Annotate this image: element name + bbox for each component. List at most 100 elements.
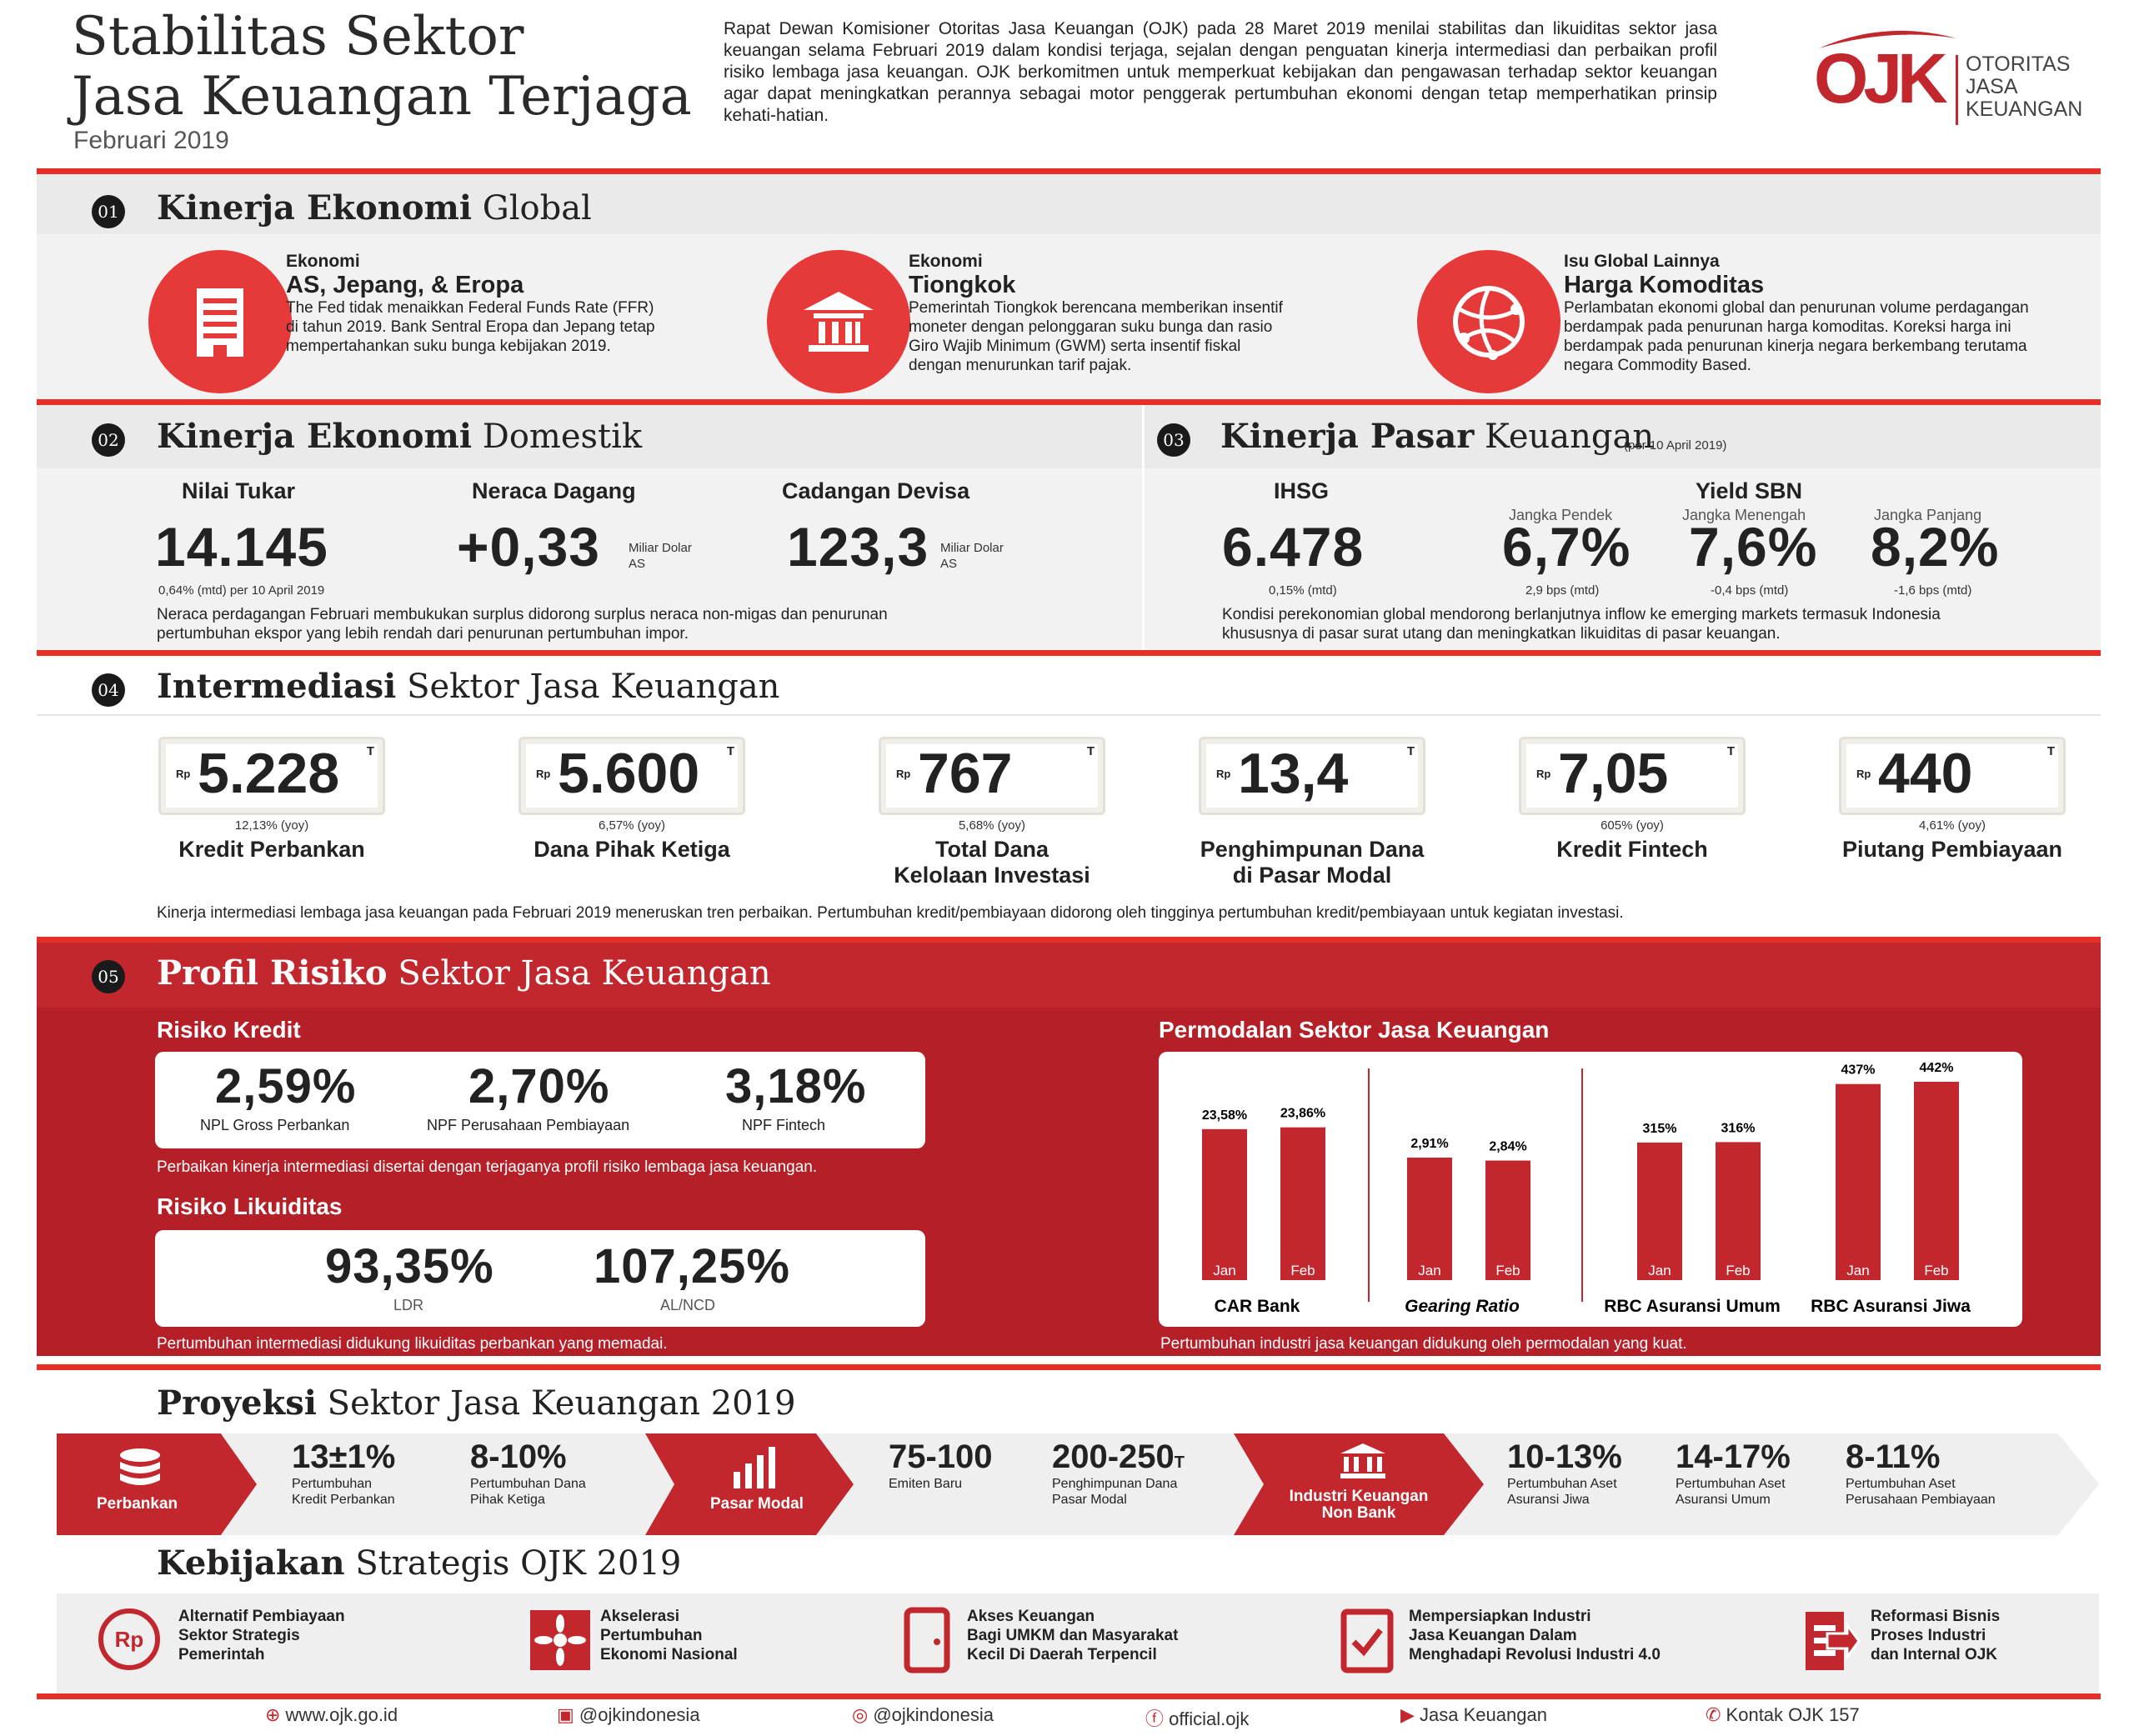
proj-item-5: 10-13% Pertumbuhan Aset Asuransi Jiwa: [1507, 1438, 1622, 1507]
ihsg-sub: 0,15% (mtd): [1269, 583, 1337, 598]
door-access-icon: [904, 1607, 950, 1673]
section-title-03: Kinerja Pasar Keuangan: [1220, 417, 1655, 456]
pasar-date: (per 10 April 2019): [1624, 438, 1727, 453]
nilai-tukar-value: 14.145: [155, 516, 328, 578]
checklist-icon: [1340, 1608, 1394, 1673]
npf-pembiayaan-value: 2,70%: [468, 1059, 610, 1113]
domestik-note: Neraca perdagangan Februari membukukan s…: [157, 606, 888, 643]
yield-sub-1: 2,9 bps (mtd): [1525, 583, 1600, 598]
bill-value: 5.600: [558, 742, 700, 805]
neraca-unit: Miliar Dolar AS: [629, 541, 692, 571]
building-icon: [148, 250, 292, 393]
database-icon: [120, 1448, 160, 1485]
bill-label: Kredit Perbankan: [178, 837, 365, 862]
section-number-03: 03: [1157, 423, 1190, 457]
bill-t-label: T: [1086, 744, 1095, 758]
bar-value-label: 442%: [1920, 1061, 1954, 1075]
page-title: Stabilitas Sektor Jasa Keuangan Terjaga: [72, 6, 692, 128]
bill-t-label: T: [2046, 744, 2055, 758]
bar-category-label: Feb: [1726, 1263, 1750, 1278]
bill-label: Kredit Fintech: [1556, 837, 1708, 862]
bar-category-label: Jan: [1418, 1263, 1440, 1278]
alncd-label: AL/NCD: [660, 1297, 716, 1313]
perbankan-arrow: [57, 1433, 257, 1535]
risiko-kredit-title: Risiko Kredit: [157, 1017, 301, 1043]
instagram-icon: ◎: [852, 1704, 874, 1725]
bar-value-label: 316%: [1721, 1121, 1756, 1135]
proj-item-3: 75-100 Emiten Baru: [889, 1438, 993, 1491]
globe-network-icon: [1417, 250, 1560, 393]
permodalan-chart: 23,58% Jan 23,86% Feb CAR Bank 2,91% Jan 2,84% F…: [1202, 1061, 1971, 1316]
modal-note: Pertumbuhan industri jasa keuangan diduk…: [1160, 1335, 1687, 1353]
money-bill-1: Rp 5.228 T: [158, 737, 385, 815]
footer-web[interactable]: ⊕ www.ojk.go.id: [265, 1704, 398, 1725]
bill-rp-label: Rp: [896, 768, 911, 780]
section-number-01: 01: [92, 195, 125, 228]
twitter-icon: ▣: [557, 1704, 579, 1725]
footer-facebook[interactable]: ⓕ official.ojk: [1145, 1708, 1250, 1729]
pasar-modal-label: Pasar Modal: [710, 1495, 804, 1513]
bill-rp-label: Rp: [1216, 768, 1231, 780]
ihsg-value: 6.478: [1222, 516, 1365, 578]
bill-label: Piutang Pembiayaan: [1841, 837, 2063, 862]
perbankan-label: Perbankan: [97, 1495, 178, 1513]
section-number-04: 04: [92, 673, 125, 707]
bill-rp-label: Rp: [1856, 768, 1871, 780]
globe-icon: ⊕: [265, 1704, 286, 1725]
policy-item-5: Reformasi Bisnis Proses Industri dan Inter…: [1871, 1608, 2001, 1663]
section-title-02: Kinerja Ekonomi Domestik: [157, 417, 643, 456]
section-title-01: Kinerja Ekonomi Global: [157, 188, 592, 228]
pasar-note: Kondisi perekonomian global mendorong be…: [1222, 606, 1941, 643]
bar-gearing-ratio-feb: [1485, 1160, 1530, 1280]
npl-label: NPL Gross Perbankan: [200, 1117, 350, 1133]
npf-pembiayaan-label: NPF Perusahaan Pembiayaan: [427, 1117, 630, 1133]
bill-growth: 5,68% (yoy): [958, 818, 1026, 833]
bill-t-label: T: [1726, 744, 1735, 758]
policy-item-2: Akselerasi Pertumbuhan Ekonomi Nasional: [600, 1608, 738, 1663]
bill-label: Penghimpunan Dana di Pasar Modal: [1200, 837, 1425, 888]
footer-phone[interactable]: ✆ Kontak OJK 157: [1706, 1704, 1860, 1725]
proj-item-4: 200-250T Penghimpunan Dana Pasar Modal: [1052, 1438, 1185, 1507]
bill-value: 7,05: [1558, 742, 1669, 805]
bar-category-label: Feb: [1495, 1263, 1520, 1278]
bar-car-bank-feb: [1280, 1127, 1325, 1280]
proj-item-6: 14-17% Pertumbuhan Aset Asuransi Umum: [1676, 1438, 1791, 1507]
bill-value: 5.228: [198, 742, 340, 805]
footer-twitter[interactable]: ▣ @ojkindonesia: [557, 1704, 700, 1725]
money-bill-4: Rp 13,4 T: [1199, 737, 1425, 815]
phone-icon: ✆: [1706, 1704, 1726, 1725]
likuid-note: Pertumbuhan intermediasi didukung likuid…: [157, 1335, 668, 1353]
bar-value-label: 23,86%: [1280, 1107, 1325, 1121]
bill-label: Dana Pihak Ketiga: [534, 837, 730, 862]
bar-chart-icon: [734, 1447, 775, 1488]
global-item-1: Ekonomi AS, Jepang, & Eropa The Fed tida…: [286, 252, 655, 355]
money-bill-3: Rp 767 T: [879, 737, 1105, 815]
npf-fintech-value: 3,18%: [725, 1059, 867, 1113]
neraca-label: Neraca Dagang: [472, 478, 636, 503]
series-name-label: RBC Asuransi Umum: [1604, 1297, 1781, 1316]
institution-icon: [1340, 1443, 1385, 1478]
section-number-05: 05: [92, 960, 125, 993]
bar-rbc-asuransi-umum-feb: [1716, 1142, 1761, 1280]
intro-text: Rapat Dewan Komisioner Otoritas Jasa Keu…: [724, 19, 1717, 125]
money-bill-2: Rp 5.600 T: [518, 737, 745, 815]
footer-instagram[interactable]: ◎ @ojkindonesia: [852, 1704, 994, 1725]
neraca-value: +0,33: [457, 516, 600, 578]
bill-rp-label: Rp: [176, 768, 191, 780]
bill-growth: 4,61% (yoy): [1918, 818, 1986, 833]
yield-value-1: 6,7%: [1502, 516, 1631, 578]
acceleration-flower-icon: [530, 1610, 590, 1670]
nilai-tukar-sub: 0,64% (mtd) per 10 April 2019: [158, 583, 325, 598]
bar-rbc-asuransi-umum-jan: [1637, 1142, 1682, 1280]
facebook-icon: ⓕ: [1145, 1708, 1170, 1729]
bill-growth: 12,13% (yoy): [234, 818, 309, 833]
yield-term-3: Jangka Panjang: [1874, 507, 1982, 523]
reform-arrow-icon: [1806, 1612, 1861, 1670]
proj-item-7: 8-11% Pertumbuhan Aset Perusahaan Pembiaya…: [1846, 1438, 1996, 1507]
global-item-2: Ekonomi Tiongkok Pemerintah Tiongkok ber…: [909, 252, 1283, 374]
rupiah-icon: Rp: [98, 1608, 160, 1670]
bar-category-label: Jan: [1213, 1263, 1235, 1278]
footer-youtube[interactable]: ▶ Jasa Keuangan: [1400, 1704, 1547, 1725]
series-name-label: RBC Asuransi Jiwa: [1811, 1297, 1971, 1316]
yield-term-2: Jangka Menengah: [1682, 507, 1806, 523]
